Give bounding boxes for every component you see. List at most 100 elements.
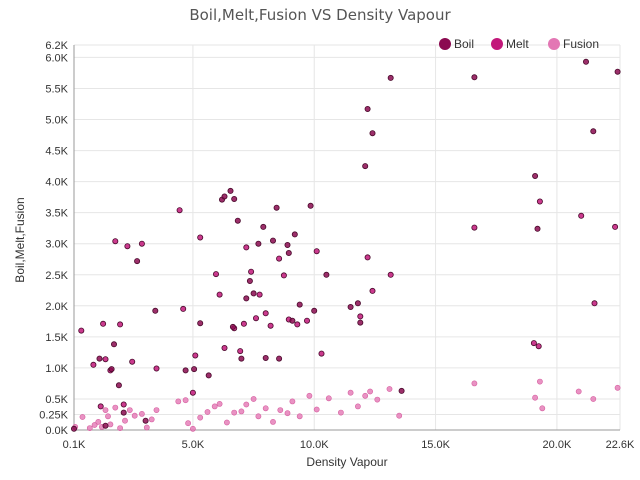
- melt-point[interactable]: [153, 365, 160, 372]
- melt-point[interactable]: [357, 313, 364, 320]
- fusion-point[interactable]: [289, 398, 296, 405]
- melt-point[interactable]: [138, 240, 145, 247]
- boil-point[interactable]: [471, 74, 478, 81]
- boil-point[interactable]: [262, 354, 269, 361]
- melt-point[interactable]: [90, 361, 97, 368]
- fusion-point[interactable]: [112, 404, 119, 411]
- boil-point[interactable]: [357, 319, 364, 326]
- fusion-point[interactable]: [117, 425, 123, 431]
- melt-point[interactable]: [237, 348, 244, 355]
- boil-point[interactable]: [273, 204, 280, 211]
- fusion-point[interactable]: [325, 395, 332, 402]
- boil-point[interactable]: [369, 130, 376, 137]
- melt-point[interactable]: [530, 340, 537, 347]
- legend-item-boil[interactable]: Boil: [439, 37, 474, 51]
- boil-point[interactable]: [111, 341, 118, 348]
- melt-point[interactable]: [212, 271, 219, 278]
- boil-point[interactable]: [296, 301, 303, 308]
- boil-point[interactable]: [362, 163, 369, 170]
- melt-point[interactable]: [248, 268, 255, 275]
- melt-point[interactable]: [303, 317, 310, 324]
- fusion-point[interactable]: [216, 400, 223, 407]
- melt-point[interactable]: [252, 315, 259, 322]
- boil-point[interactable]: [398, 387, 405, 394]
- boil-point[interactable]: [590, 128, 597, 135]
- boil-point[interactable]: [221, 193, 228, 200]
- melt-point[interactable]: [387, 271, 394, 278]
- fusion-point[interactable]: [255, 413, 262, 420]
- fusion-point[interactable]: [362, 392, 369, 399]
- boil-point[interactable]: [284, 241, 291, 248]
- melt-point[interactable]: [117, 321, 124, 328]
- fusion-point[interactable]: [306, 392, 313, 399]
- melt-point[interactable]: [102, 356, 109, 363]
- melt-point[interactable]: [591, 300, 598, 307]
- fusion-point[interactable]: [86, 425, 93, 431]
- fusion-point[interactable]: [153, 407, 160, 413]
- melt-point[interactable]: [267, 322, 274, 329]
- boil-point[interactable]: [614, 68, 621, 75]
- boil-point[interactable]: [234, 217, 241, 224]
- fusion-point[interactable]: [347, 389, 354, 396]
- fusion-point[interactable]: [231, 409, 238, 416]
- boil-point[interactable]: [120, 409, 127, 416]
- boil-point[interactable]: [311, 307, 318, 314]
- boil-point[interactable]: [238, 355, 245, 362]
- boil-point[interactable]: [142, 417, 149, 424]
- melt-point[interactable]: [221, 344, 228, 351]
- melt-point[interactable]: [612, 223, 619, 230]
- fusion-point[interactable]: [243, 401, 250, 408]
- fusion-point[interactable]: [386, 386, 393, 392]
- boil-point[interactable]: [255, 240, 262, 247]
- melt-point[interactable]: [97, 403, 104, 410]
- melt-point[interactable]: [216, 291, 223, 298]
- boil-point[interactable]: [387, 74, 394, 81]
- melt-point[interactable]: [240, 320, 247, 327]
- fusion-point[interactable]: [185, 420, 191, 427]
- boil-point[interactable]: [364, 106, 371, 113]
- fusion-point[interactable]: [182, 397, 189, 404]
- boil-point[interactable]: [229, 323, 236, 330]
- boil-point[interactable]: [534, 225, 541, 232]
- fusion-point[interactable]: [374, 396, 381, 403]
- fusion-point[interactable]: [175, 398, 182, 405]
- fusion-point[interactable]: [575, 388, 582, 395]
- fusion-point[interactable]: [532, 394, 538, 401]
- fusion-point[interactable]: [250, 396, 257, 402]
- fusion-point[interactable]: [262, 405, 269, 412]
- boil-point[interactable]: [246, 277, 253, 284]
- melt-point[interactable]: [129, 358, 136, 365]
- boil-point[interactable]: [285, 249, 292, 256]
- boil-point[interactable]: [197, 320, 204, 327]
- fusion-point[interactable]: [138, 410, 145, 417]
- boil-point[interactable]: [205, 372, 212, 379]
- melt-point[interactable]: [124, 243, 131, 250]
- legend-item-melt[interactable]: Melt: [491, 37, 529, 51]
- boil-point[interactable]: [276, 355, 283, 362]
- fusion-point[interactable]: [296, 413, 303, 420]
- melt-point[interactable]: [192, 352, 199, 359]
- boil-point[interactable]: [291, 231, 298, 238]
- fusion-point[interactable]: [367, 388, 373, 395]
- boil-point[interactable]: [269, 237, 276, 244]
- boil-point[interactable]: [231, 195, 238, 202]
- melt-point[interactable]: [313, 248, 320, 255]
- boil-point[interactable]: [289, 317, 296, 324]
- fusion-point[interactable]: [223, 419, 230, 426]
- fusion-point[interactable]: [107, 421, 114, 428]
- fusion-point[interactable]: [471, 380, 478, 387]
- melt-point[interactable]: [318, 350, 325, 357]
- fusion-point[interactable]: [102, 407, 109, 413]
- boil-point[interactable]: [307, 202, 314, 209]
- boil-point[interactable]: [532, 172, 539, 179]
- melt-point[interactable]: [578, 212, 585, 219]
- fusion-point[interactable]: [354, 403, 361, 410]
- fusion-point[interactable]: [79, 414, 86, 420]
- fusion-point[interactable]: [211, 403, 218, 410]
- melt-point[interactable]: [280, 272, 287, 279]
- fusion-point[interactable]: [277, 407, 284, 413]
- melt-point[interactable]: [369, 287, 376, 294]
- melt-point[interactable]: [78, 327, 85, 334]
- fusion-point[interactable]: [131, 412, 138, 419]
- fusion-point[interactable]: [284, 410, 291, 417]
